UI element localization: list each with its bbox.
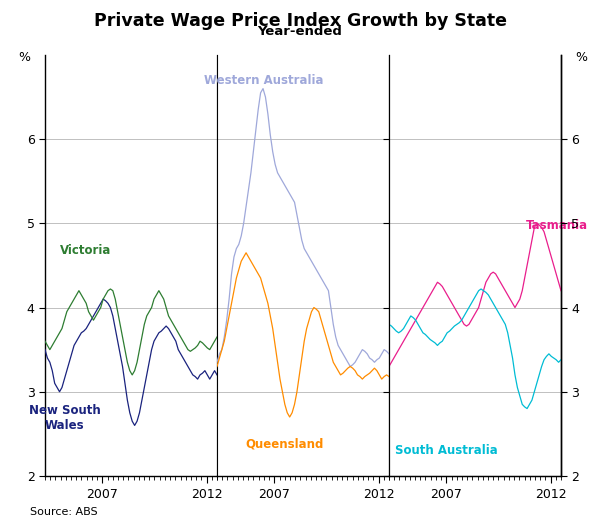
Y-axis label: %: % <box>575 51 587 64</box>
Text: New South
Wales: New South Wales <box>29 404 101 432</box>
Text: South Australia: South Australia <box>395 445 498 458</box>
Text: Western Australia: Western Australia <box>204 74 323 87</box>
Text: Source: ABS: Source: ABS <box>30 507 98 517</box>
Text: Tasmania: Tasmania <box>526 219 587 232</box>
Text: Private Wage Price Index Growth by State: Private Wage Price Index Growth by State <box>94 12 506 29</box>
Text: Queensland: Queensland <box>245 438 324 451</box>
Text: Year-ended: Year-ended <box>257 25 343 38</box>
Y-axis label: %: % <box>19 51 31 64</box>
Text: Victoria: Victoria <box>60 244 112 257</box>
